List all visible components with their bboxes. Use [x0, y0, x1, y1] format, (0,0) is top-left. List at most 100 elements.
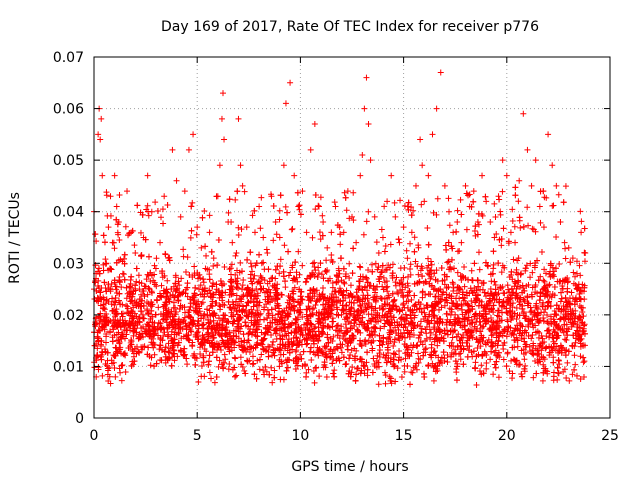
data-point: [303, 373, 310, 380]
data-point: [581, 358, 588, 365]
data-point: [433, 105, 440, 112]
data-point: [292, 259, 299, 266]
data-point: [461, 283, 468, 290]
data-point: [248, 317, 255, 324]
data-point: [568, 323, 575, 330]
data-point: [145, 208, 152, 215]
data-point: [500, 225, 507, 232]
data-point: [103, 333, 110, 340]
data-point: [110, 326, 117, 333]
data-point: [577, 295, 584, 302]
data-point: [569, 255, 576, 262]
data-point: [495, 193, 502, 200]
data-point: [415, 271, 422, 278]
data-point: [99, 349, 106, 356]
data-point: [544, 318, 551, 325]
data-point: [272, 266, 279, 273]
data-point: [153, 283, 160, 290]
data-point: [518, 270, 525, 277]
data-point: [353, 347, 360, 354]
data-point: [378, 226, 385, 233]
data-point: [491, 234, 498, 241]
data-point: [401, 329, 408, 336]
data-point: [563, 375, 570, 382]
data-point: [407, 261, 414, 268]
data-point: [539, 335, 546, 342]
data-point: [503, 333, 510, 340]
data-point: [206, 229, 213, 236]
data-point: [523, 262, 530, 269]
data-point: [195, 275, 202, 282]
data-point: [309, 234, 316, 241]
data-point: [360, 231, 367, 238]
data-point: [238, 226, 245, 233]
data-point: [387, 241, 394, 248]
data-point: [126, 283, 133, 290]
data-point: [289, 346, 296, 353]
data-point: [444, 259, 451, 266]
data-point: [277, 256, 284, 263]
data-point: [123, 302, 130, 309]
data-point: [124, 309, 131, 316]
data-point: [414, 350, 421, 357]
data-point: [550, 354, 557, 361]
data-point: [116, 237, 123, 244]
data-point: [498, 285, 505, 292]
data-point: [330, 370, 337, 377]
data-point: [145, 253, 152, 260]
data-point: [242, 319, 249, 326]
data-point: [479, 172, 486, 179]
data-point: [457, 196, 464, 203]
data-point: [410, 207, 417, 214]
data-point: [346, 215, 353, 222]
data-point: [282, 328, 289, 335]
data-point: [364, 372, 371, 379]
data-point: [446, 208, 453, 215]
data-point: [343, 360, 350, 367]
data-point: [491, 361, 498, 368]
data-point: [151, 262, 158, 269]
data-point: [464, 353, 471, 360]
data-point: [294, 362, 301, 369]
data-point: [110, 316, 117, 323]
data-point: [221, 264, 228, 271]
data-point: [297, 328, 304, 335]
data-point: [409, 344, 416, 351]
data-point: [210, 255, 217, 262]
data-point: [226, 266, 233, 273]
data-point: [397, 197, 404, 204]
data-point: [546, 330, 553, 337]
data-point: [264, 315, 271, 322]
data-point: [184, 280, 191, 287]
data-point: [437, 69, 444, 76]
data-point: [175, 278, 182, 285]
data-point: [237, 354, 244, 361]
data-point: [157, 214, 164, 221]
data-point: [180, 246, 187, 253]
data-point: [175, 329, 182, 336]
data-point: [560, 307, 567, 314]
data-point: [269, 379, 276, 386]
data-point: [415, 242, 422, 249]
data-point: [399, 333, 406, 340]
data-point: [577, 376, 584, 383]
data-point: [319, 212, 326, 219]
data-point: [551, 292, 558, 299]
data-point: [128, 273, 135, 280]
data-point: [338, 349, 345, 356]
data-point: [282, 284, 289, 291]
data-point: [307, 348, 314, 355]
data-point: [113, 203, 120, 210]
data-point: [572, 361, 579, 368]
data-point: [180, 253, 187, 260]
data-point: [333, 322, 340, 329]
data-point: [493, 358, 500, 365]
data-point: [280, 376, 287, 383]
data-point: [124, 303, 131, 310]
data-point: [380, 274, 387, 281]
data-point: [390, 343, 397, 350]
data-point: [210, 263, 217, 270]
data-point: [492, 364, 499, 371]
data-point: [302, 279, 309, 286]
data-point: [201, 208, 208, 215]
